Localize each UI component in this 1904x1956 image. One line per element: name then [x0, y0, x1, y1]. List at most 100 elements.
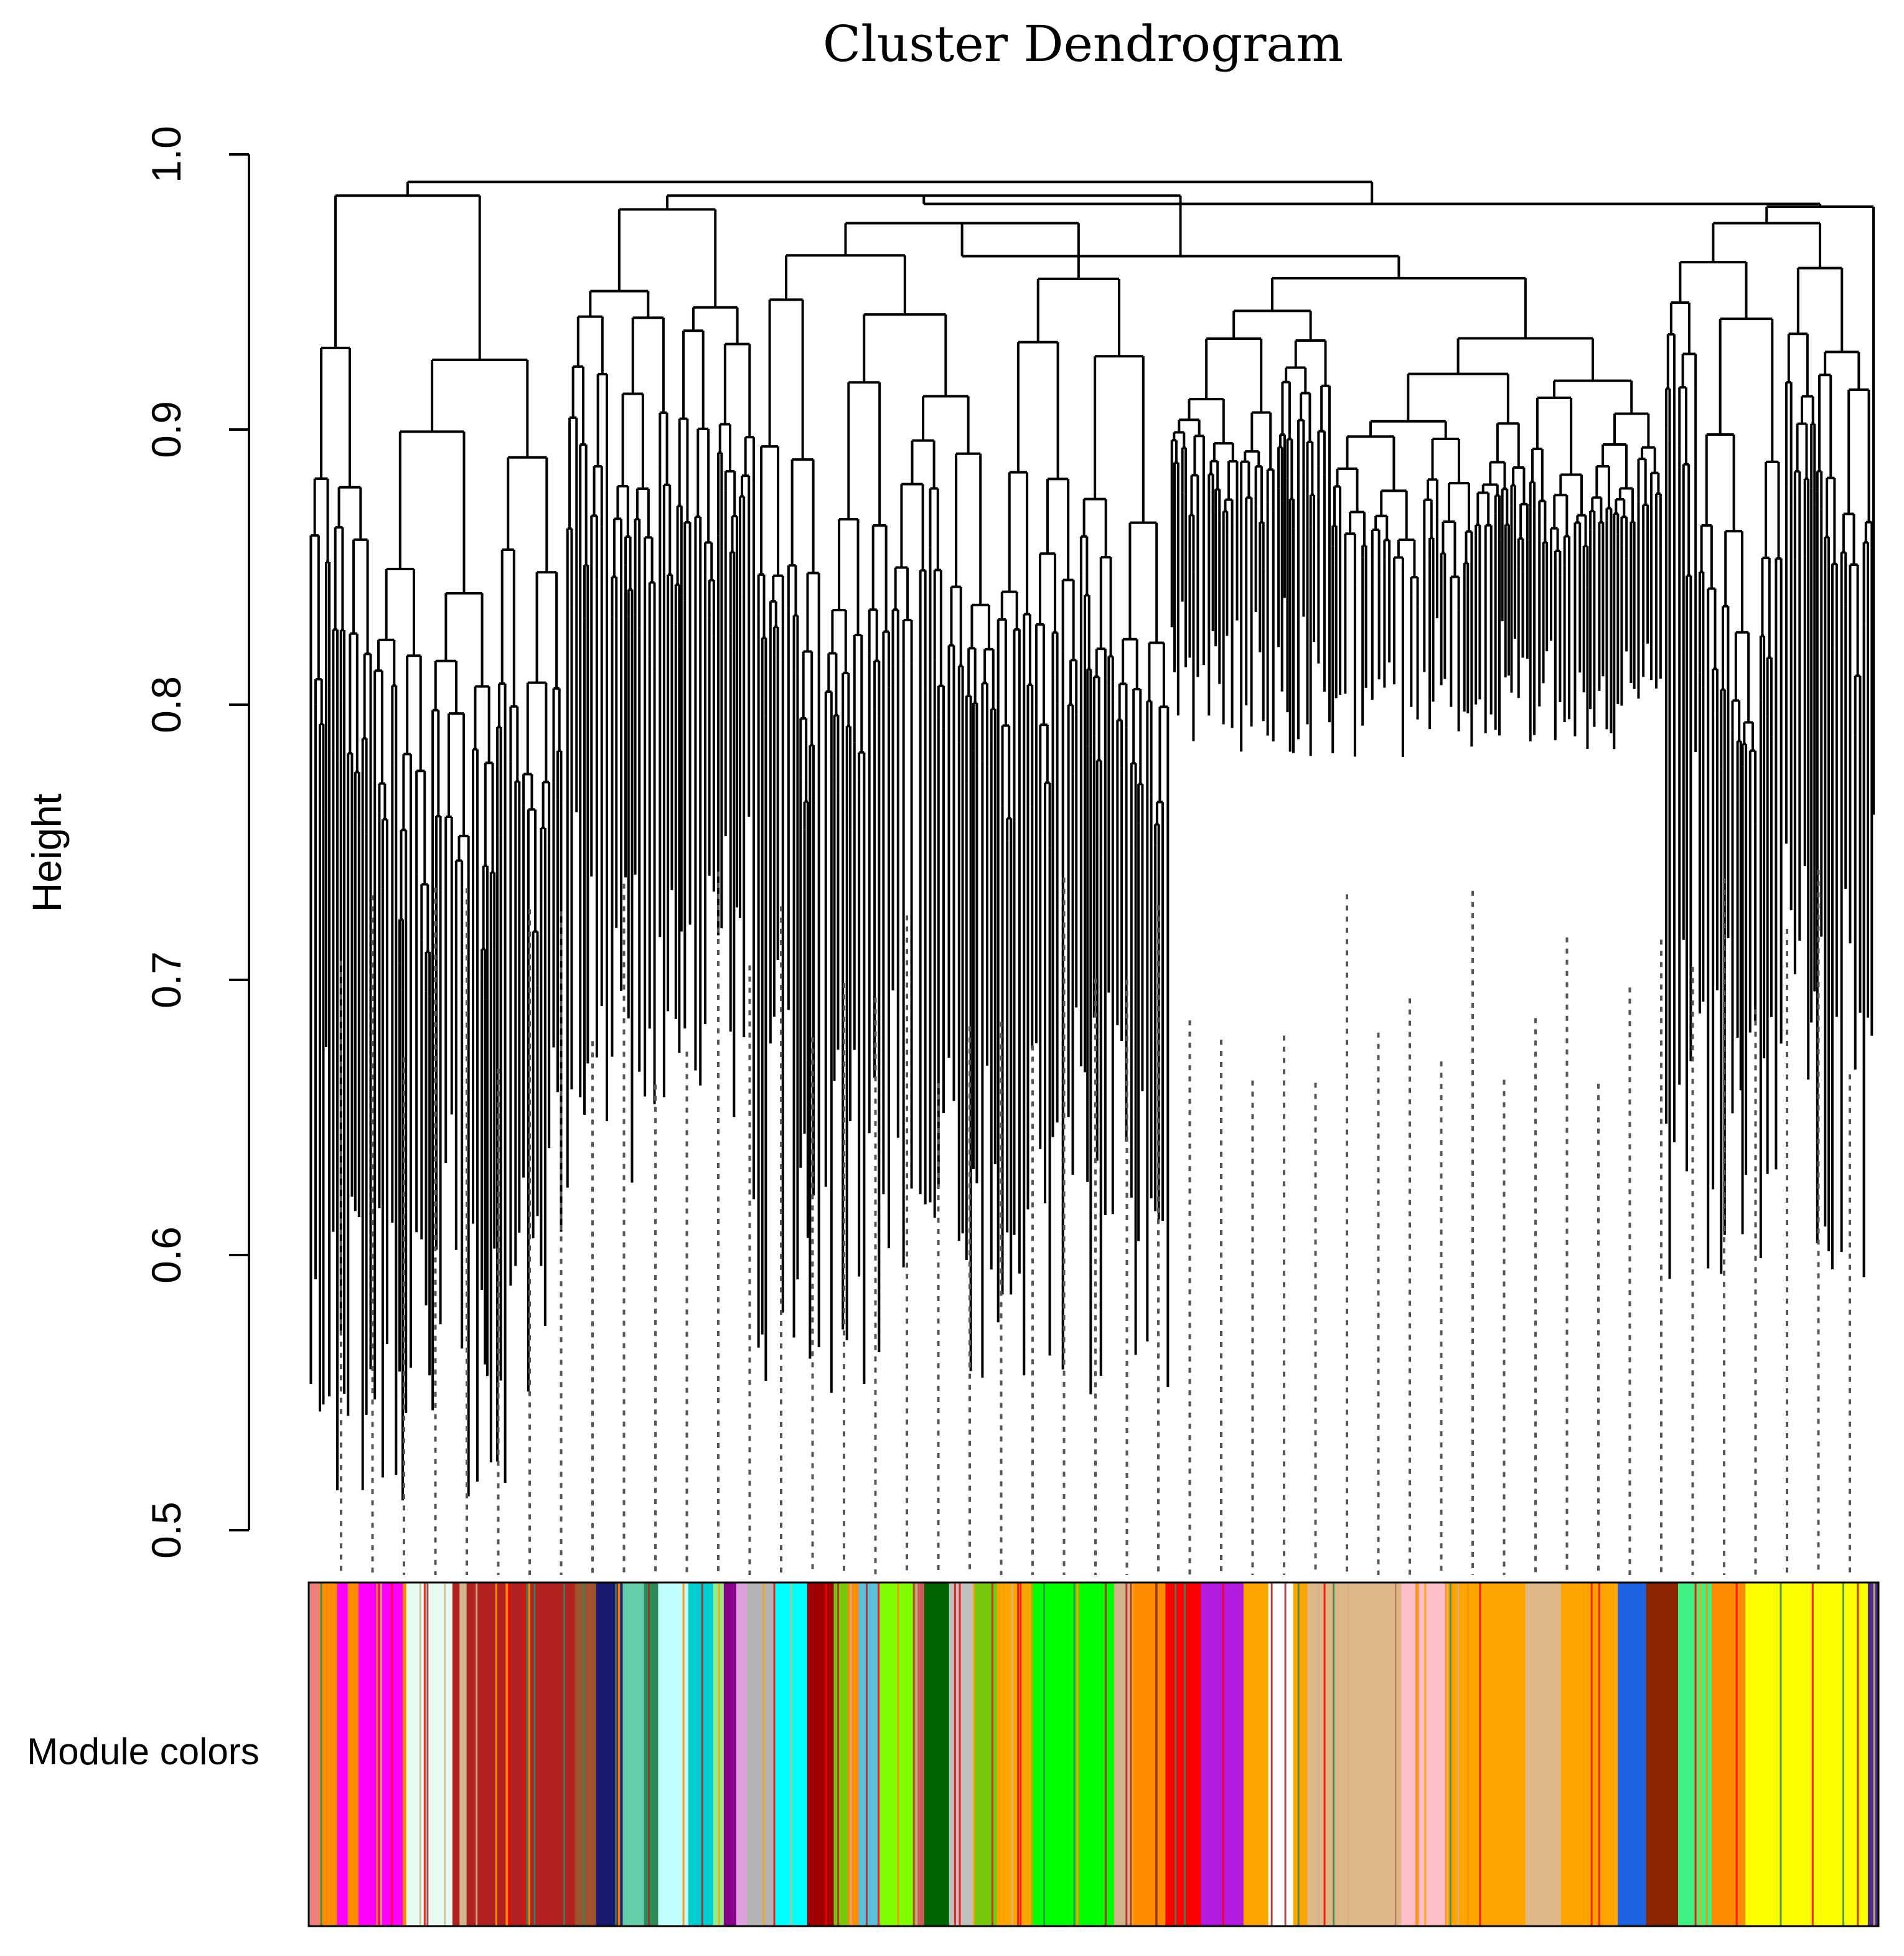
module-color-stripe — [390, 1582, 393, 1926]
module-color-segment — [1745, 1582, 1869, 1926]
module-color-stripe — [1590, 1582, 1593, 1926]
module-color-segment — [1525, 1582, 1562, 1926]
module-color-stripe — [1222, 1582, 1224, 1926]
module-color-stripe — [973, 1582, 975, 1926]
module-color-stripe — [1466, 1582, 1469, 1926]
chart-title: Cluster Dendrogram — [823, 15, 1343, 73]
module-color-stripe — [701, 1582, 703, 1926]
module-color-stripe — [991, 1582, 993, 1926]
module-color-stripe — [1449, 1582, 1451, 1926]
module-color-segment — [459, 1582, 467, 1926]
module-color-segment — [319, 1582, 338, 1926]
module-color-stripe — [1347, 1582, 1349, 1926]
module-color-stripe — [522, 1582, 525, 1926]
module-bar-border — [307, 1581, 1880, 1927]
module-color-stripe — [1104, 1582, 1107, 1926]
module-color-bar — [307, 1581, 1880, 1927]
module-color-stripe — [1076, 1582, 1078, 1926]
module-color-stripe — [1142, 1582, 1144, 1926]
module-color-segment — [466, 1582, 506, 1926]
module-color-stripe — [495, 1582, 497, 1926]
module-color-stripe — [1270, 1582, 1273, 1926]
module-color-stripe — [1155, 1582, 1158, 1926]
module-color-stripe — [1395, 1582, 1398, 1926]
module-color-stripe — [773, 1582, 776, 1926]
module-color-segment — [1712, 1582, 1746, 1926]
module-color-stripe — [648, 1582, 650, 1926]
y-tick-label: 0.9 — [143, 401, 189, 458]
module-color-segment — [509, 1582, 575, 1926]
module-color-stripe — [617, 1582, 620, 1926]
module-color-stripe — [825, 1582, 827, 1926]
module-color-segment — [1618, 1582, 1647, 1926]
module-color-segment — [1165, 1582, 1201, 1926]
module-color-stripe — [897, 1582, 899, 1926]
module-color-stripe — [426, 1582, 429, 1926]
module-color-segment — [309, 1582, 320, 1926]
module-color-stripe — [583, 1582, 585, 1926]
module-color-stripe — [1043, 1582, 1045, 1926]
module-color-segment — [949, 1582, 975, 1926]
y-tick-label: 0.5 — [143, 1502, 189, 1559]
module-color-stripe — [320, 1582, 322, 1926]
module-color-stripe — [762, 1582, 765, 1926]
module-color-stripe — [1175, 1582, 1177, 1926]
module-color-stripe — [954, 1582, 956, 1926]
module-color-segment — [337, 1582, 349, 1926]
y-tick-label: 0.8 — [143, 676, 189, 733]
module-color-segment — [1560, 1582, 1618, 1926]
module-color-segment — [924, 1582, 950, 1926]
module-color-stripe — [1073, 1582, 1076, 1926]
module-color-stripe — [1333, 1582, 1335, 1926]
module-color-stripe — [1699, 1582, 1701, 1926]
module-color-segment — [1646, 1582, 1679, 1926]
module-color-stripe — [1857, 1582, 1859, 1926]
module-color-segment — [347, 1582, 359, 1926]
module-color-stripe — [1130, 1582, 1132, 1926]
module-color-stripe — [378, 1582, 381, 1926]
module-color-segment — [452, 1582, 460, 1926]
module-color-stripe — [1323, 1582, 1326, 1926]
module-color-stripe — [476, 1582, 478, 1926]
y-tick-label: 1.0 — [143, 126, 189, 183]
module-color-stripe — [526, 1582, 528, 1926]
module-color-stripe — [877, 1582, 879, 1926]
module-color-stripe — [718, 1582, 720, 1926]
module-color-stripe — [1445, 1582, 1447, 1926]
module-color-stripe — [1132, 1582, 1134, 1926]
module-color-stripe — [959, 1582, 961, 1926]
module-color-segment — [848, 1582, 859, 1926]
module-color-segment — [1307, 1582, 1402, 1926]
module-color-segment — [973, 1582, 998, 1926]
module-color-segment — [622, 1582, 645, 1926]
module-color-segment — [505, 1582, 510, 1926]
module-color-stripe — [1184, 1582, 1186, 1926]
module-color-stripe — [1415, 1582, 1417, 1926]
module-color-segment — [1293, 1582, 1308, 1926]
module-color-segment — [746, 1582, 776, 1926]
module-color-stripe — [1598, 1582, 1600, 1926]
module-color-stripe — [1694, 1582, 1697, 1926]
module-color-segment — [1447, 1582, 1526, 1926]
module-color-segment — [833, 1582, 848, 1926]
module-color-segment — [574, 1582, 597, 1926]
module-color-stripe — [1735, 1582, 1738, 1926]
module-color-stripe — [1705, 1582, 1708, 1926]
module-color-stripe — [865, 1582, 868, 1926]
module-colors-label: Module colors — [27, 1731, 260, 1772]
module-color-stripe — [563, 1582, 565, 1926]
module-color-stripe — [508, 1582, 510, 1926]
module-color-stripe — [1842, 1582, 1845, 1926]
module-color-stripe — [682, 1582, 685, 1926]
module-color-stripe — [419, 1582, 421, 1926]
module-color-segment — [644, 1582, 659, 1926]
module-color-stripe — [614, 1582, 617, 1926]
module-color-stripe — [380, 1582, 382, 1926]
module-color-segment — [688, 1582, 714, 1926]
module-color-stripe — [1417, 1582, 1419, 1926]
module-color-stripe — [528, 1582, 530, 1926]
module-color-stripe — [790, 1582, 792, 1926]
y-tick-label: 0.6 — [143, 1226, 189, 1284]
y-axis-label: Height — [24, 794, 70, 913]
module-color-stripe — [1811, 1582, 1814, 1926]
